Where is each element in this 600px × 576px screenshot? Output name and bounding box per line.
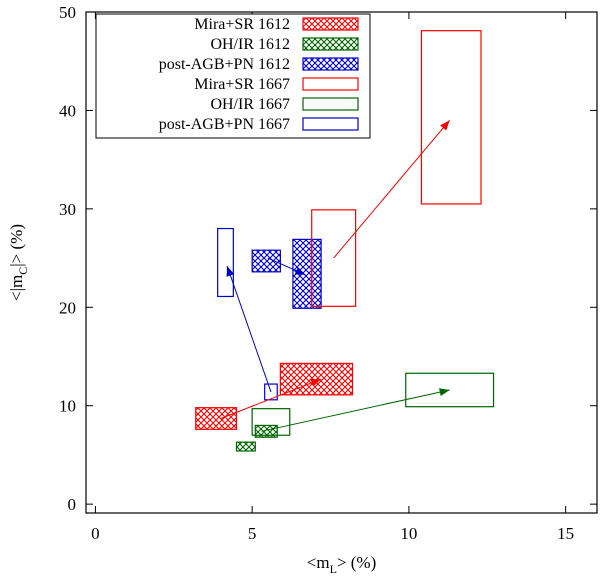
box-mira-sr-1612 — [195, 407, 238, 430]
y-tick-label: 20 — [59, 298, 76, 317]
arrow-head — [440, 120, 450, 131]
x-tick-label: 0 — [91, 524, 100, 543]
plot-frame — [85, 11, 598, 514]
legend-swatch — [302, 97, 359, 111]
legend-label: Mira+SR 1612 — [194, 16, 290, 33]
legend-label: OH/IR 1667 — [210, 96, 290, 113]
arrow-blue — [226, 265, 272, 393]
arrow-shaft — [261, 389, 450, 432]
box-oh-ir-1612 — [235, 441, 256, 452]
arrow-red — [333, 119, 451, 259]
legend-swatch — [302, 57, 359, 71]
x-axis-label: <mL> (%) — [307, 553, 376, 576]
arrow-green — [261, 388, 450, 432]
y-tick-label: 10 — [59, 397, 76, 416]
y-axis-label: <|mC|> (%) — [7, 224, 30, 301]
arrow-head — [439, 388, 450, 397]
box-post-agb-pn-1667 — [264, 383, 278, 401]
box-post-agb-pn-1667 — [217, 227, 234, 298]
legend-swatch — [302, 77, 359, 91]
legend-swatch — [302, 17, 359, 31]
arrow-blue — [267, 257, 306, 276]
arrow-head — [294, 267, 306, 275]
box-mira-sr-1667 — [420, 30, 482, 205]
legend-label: post-AGB+PN 1667 — [159, 116, 290, 133]
y-tick-label: 50 — [59, 3, 76, 22]
x-tick-label: 15 — [557, 524, 574, 543]
box-oh-ir-1612 — [254, 424, 278, 438]
legend-label: OH/IR 1612 — [210, 36, 290, 53]
box-post-agb-pn-1612 — [251, 249, 281, 273]
arrow-head — [310, 379, 322, 387]
box-oh-ir-1667 — [405, 372, 495, 408]
legend-frame — [95, 13, 371, 139]
legend-swatch — [302, 117, 359, 131]
axis-ticks: 0 5 10 15 0 10 20 30 40 50 — [59, 3, 597, 543]
box-post-agb-pn-1612 — [292, 238, 322, 309]
y-tick-label: 0 — [68, 495, 77, 514]
legend-swatch — [302, 37, 359, 51]
box-mira-sr-1667 — [311, 209, 357, 307]
arrow-shaft — [226, 265, 272, 393]
arrow-shaft — [220, 378, 322, 419]
box-oh-ir-1667 — [251, 408, 291, 436]
arrow-head — [226, 265, 235, 277]
arrow-red — [220, 378, 322, 419]
x-tick-label: 10 — [400, 524, 417, 543]
data-marks — [195, 30, 495, 452]
legend: Mira+SR 1612 OH/IR 1612 post-AGB+PN 1612 Mi… — [95, 13, 371, 139]
legend-label: post-AGB+PN 1612 — [159, 56, 290, 73]
x-tick-label: 5 — [248, 524, 257, 543]
legend-label: Mira+SR 1667 — [194, 76, 290, 93]
y-tick-label: 30 — [59, 200, 76, 219]
y-tick-label: 40 — [59, 101, 76, 120]
arrow-shaft — [333, 119, 451, 259]
